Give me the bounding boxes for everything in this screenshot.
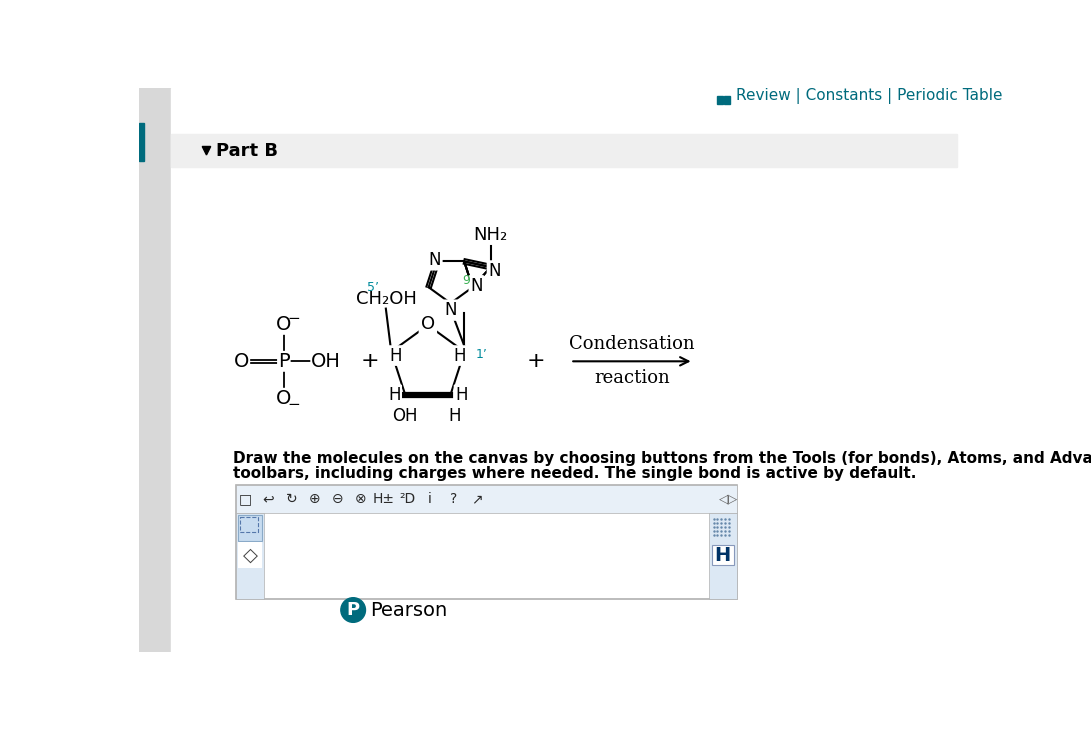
Text: +: + [361,351,380,372]
Text: toolbars, including charges where needed. The single bond is active by default.: toolbars, including charges where needed… [233,466,916,481]
Bar [139,88,171,652]
Text: 1’: 1’ [476,347,488,361]
Bar [724,96,731,104]
Text: N: N [470,277,482,295]
Text: H±: H± [373,492,395,507]
Text: 5’: 5’ [367,281,379,293]
Text: P: P [347,601,360,619]
Text: OH: OH [393,408,418,425]
Bar [717,96,722,104]
Text: ⊕: ⊕ [309,492,321,507]
Text: Condensation: Condensation [570,336,695,353]
Text: NH₂: NH₂ [473,226,508,244]
Text: OH: OH [311,352,341,371]
Text: ↻: ↻ [286,492,298,507]
Bar [236,485,736,600]
Text: H: H [715,546,731,565]
Bar [171,134,957,166]
Text: O: O [233,352,249,371]
Bar [709,513,736,600]
Text: P: P [278,352,290,371]
Text: CH₂OH: CH₂OH [356,290,417,309]
Bar [236,513,264,600]
Text: H: H [448,408,460,425]
Text: ◇: ◇ [242,546,257,565]
Bar [139,122,144,161]
Text: N: N [444,301,457,319]
Text: +: + [526,351,546,372]
Text: ↗: ↗ [470,492,482,507]
Text: H: H [454,347,466,364]
Text: −: − [288,311,300,325]
Text: i: i [429,492,432,507]
Bar [238,542,262,568]
Bar [236,485,736,513]
Text: O: O [276,388,291,408]
Text: H: H [388,386,400,404]
Text: ?: ? [449,492,457,507]
Text: H: H [455,386,468,404]
Text: ⊖: ⊖ [332,492,344,507]
Text: N: N [489,262,501,280]
Text: Review | Constants | Periodic Table: Review | Constants | Periodic Table [735,88,1003,104]
Bar [240,517,259,532]
Text: ↩: ↩ [263,492,274,507]
Bar [712,545,733,565]
Text: −: − [288,397,300,412]
Text: O: O [421,315,435,334]
Text: ²D: ²D [399,492,416,507]
Text: ⊗: ⊗ [355,492,367,507]
Text: N: N [429,251,441,269]
Bar [238,515,262,541]
Text: O: O [276,315,291,334]
Text: 9: 9 [463,273,470,287]
Text: ◁▷: ◁▷ [719,493,739,506]
Text: □: □ [239,492,252,507]
Text: H: H [389,347,403,364]
Polygon shape [202,147,211,155]
Text: Draw the molecules on the canvas by choosing buttons from the Tools (for bonds),: Draw the molecules on the canvas by choo… [233,451,1091,465]
Text: Part B: Part B [216,142,278,160]
Text: Pearson: Pearson [370,600,447,619]
Circle shape [340,597,365,622]
Text: reaction: reaction [594,369,670,387]
